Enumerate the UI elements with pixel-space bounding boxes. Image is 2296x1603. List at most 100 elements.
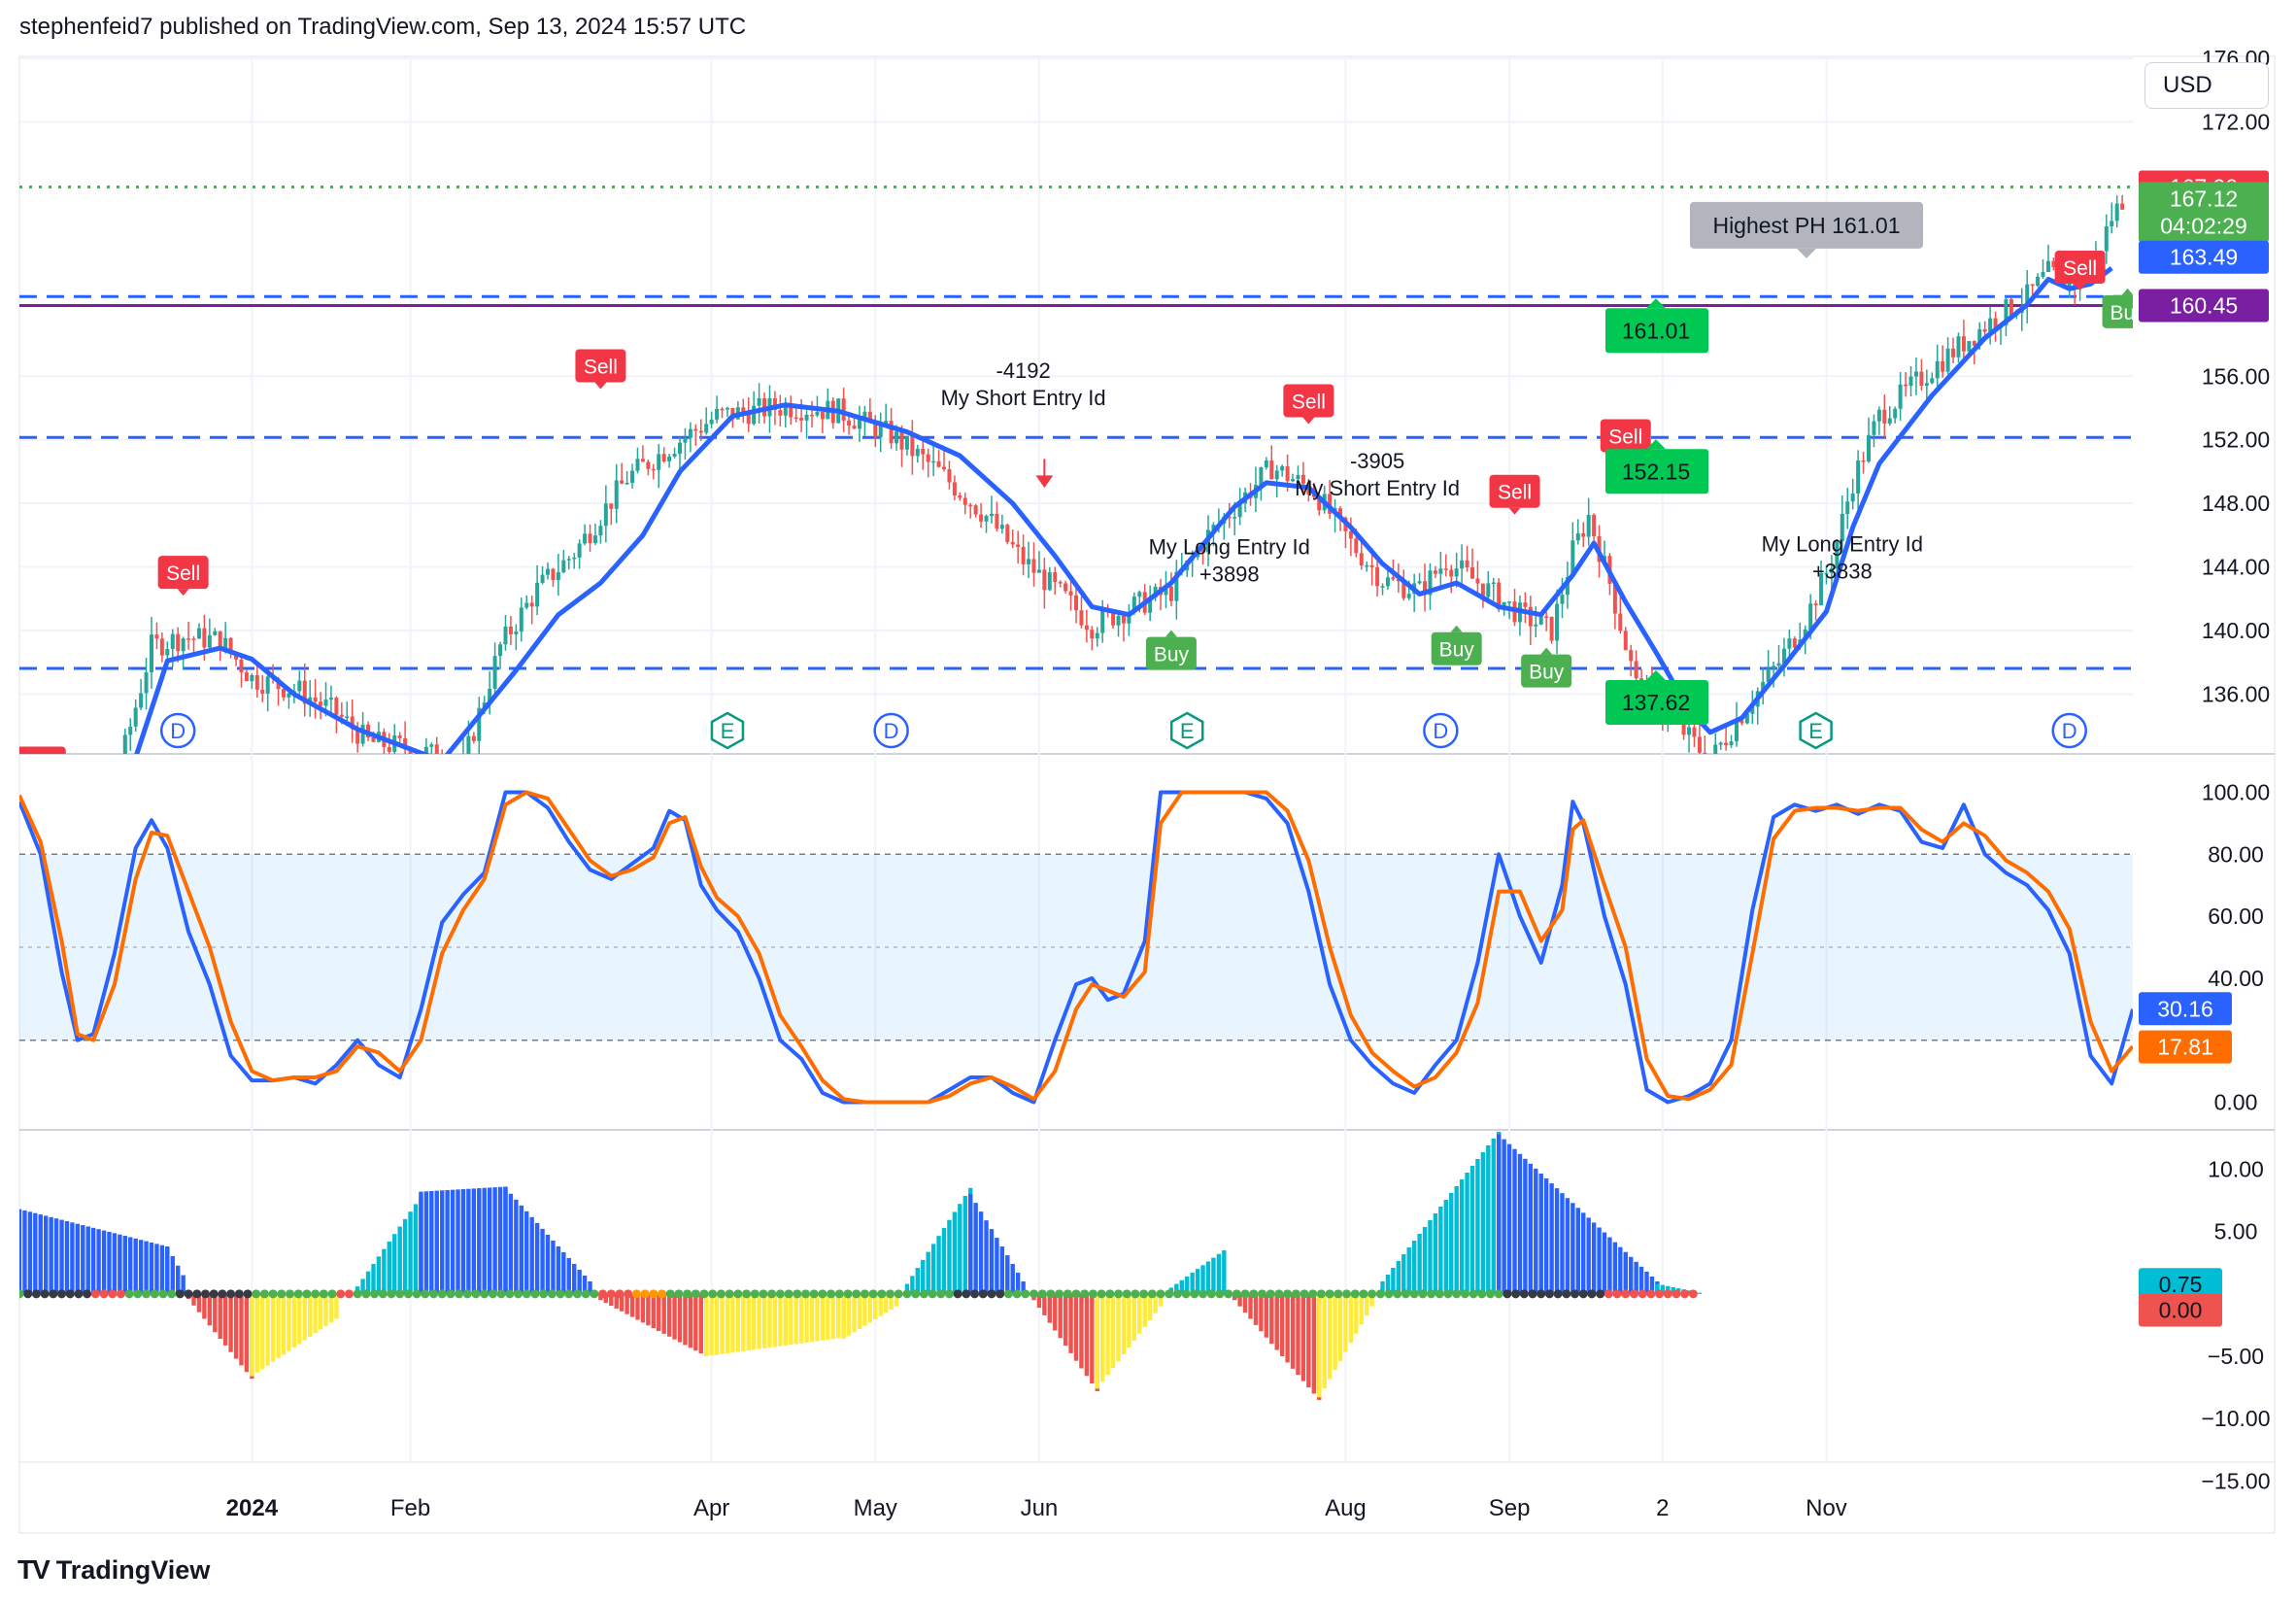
momentum-bar bbox=[207, 1293, 213, 1326]
momentum-bar bbox=[514, 1199, 519, 1294]
momentum-bar bbox=[1671, 1286, 1675, 1294]
momentum-bar bbox=[1560, 1193, 1565, 1294]
candle-body bbox=[1174, 571, 1179, 601]
candle-body bbox=[355, 729, 360, 744]
candle-body bbox=[2025, 284, 2030, 306]
candle-body bbox=[1528, 606, 1533, 627]
candle-body bbox=[1064, 583, 1068, 592]
momentum-bar bbox=[313, 1293, 318, 1334]
squeeze-dot bbox=[953, 1289, 962, 1299]
candle-body bbox=[2067, 282, 2072, 289]
candle-body bbox=[1908, 376, 1913, 387]
momentum-bar bbox=[1602, 1232, 1607, 1294]
candle-body bbox=[1497, 582, 1502, 610]
candle-body bbox=[403, 737, 408, 750]
candle-body bbox=[44, 815, 48, 825]
squeeze-dot bbox=[1003, 1289, 1013, 1299]
squeeze-dot bbox=[40, 1289, 50, 1299]
y-axis-tick-label: 5.00 bbox=[2214, 1219, 2258, 1245]
momentum-bar bbox=[1655, 1283, 1660, 1294]
candle-body bbox=[789, 404, 793, 418]
candle-body bbox=[1893, 408, 1898, 419]
candle-body bbox=[434, 744, 439, 754]
moving-average-line bbox=[134, 266, 2113, 754]
momentum-bar bbox=[551, 1240, 556, 1294]
currency-selector[interactable]: USD bbox=[2144, 62, 2269, 109]
signal-badge bbox=[1489, 474, 1540, 508]
momentum-pane bbox=[19, 1132, 1703, 1400]
momentum-bar bbox=[577, 1269, 582, 1294]
x-axis-tick-label: May bbox=[854, 1495, 897, 1521]
momentum-bar bbox=[1063, 1293, 1068, 1347]
candle-body bbox=[799, 418, 804, 421]
momentum-bar bbox=[213, 1293, 218, 1333]
momentum-bar bbox=[566, 1257, 571, 1294]
dividend-marker-icon bbox=[1423, 712, 1459, 749]
tradingview-logo[interactable]: TV TradingView bbox=[17, 1554, 210, 1586]
signal-pointer bbox=[177, 589, 189, 597]
squeeze-dot bbox=[1435, 1289, 1444, 1299]
candle-body bbox=[1111, 611, 1116, 626]
momentum-bar bbox=[128, 1237, 133, 1294]
signal-badge bbox=[1431, 631, 1482, 665]
candle-body bbox=[1259, 467, 1264, 486]
candle-body bbox=[1021, 546, 1026, 564]
candle-body bbox=[202, 628, 207, 648]
y-axis-tick-label: 136.00 bbox=[2202, 682, 2270, 707]
candle-body bbox=[583, 533, 588, 544]
candle-body bbox=[446, 767, 450, 771]
momentum-bar bbox=[382, 1248, 387, 1294]
squeeze-dot bbox=[428, 1289, 438, 1299]
candle-body bbox=[1977, 328, 1982, 346]
candle-body bbox=[1391, 577, 1396, 580]
candle-body bbox=[999, 525, 1004, 529]
momentum-bar bbox=[413, 1204, 419, 1294]
candle-body bbox=[915, 448, 920, 457]
signal-text: Sell bbox=[1292, 391, 1326, 413]
candle-body bbox=[302, 680, 307, 704]
candle-body bbox=[973, 505, 978, 515]
axis-value-label-text: 17.81 bbox=[2157, 1035, 2213, 1060]
candle-body bbox=[1375, 566, 1380, 587]
momentum-bar bbox=[809, 1293, 815, 1343]
level-label-text: 137.62 bbox=[1622, 690, 1690, 715]
candle-body bbox=[223, 637, 228, 651]
momentum-bar bbox=[19, 1209, 22, 1294]
candle-body bbox=[1053, 571, 1058, 583]
candle-body bbox=[414, 756, 418, 759]
candle-body bbox=[345, 716, 350, 718]
momentum-bar bbox=[482, 1187, 487, 1294]
momentum-bar bbox=[1422, 1227, 1428, 1294]
squeeze-dot bbox=[624, 1289, 633, 1299]
candle-body bbox=[1074, 595, 1078, 611]
candle-body bbox=[154, 634, 159, 639]
squeeze-dot bbox=[1544, 1289, 1554, 1299]
momentum-bar bbox=[995, 1238, 999, 1294]
short-entry-arrow-icon bbox=[1035, 459, 1054, 489]
candle-body bbox=[122, 734, 127, 754]
candle-body bbox=[979, 514, 984, 522]
squeeze-dot bbox=[353, 1289, 362, 1299]
momentum-bar bbox=[646, 1293, 651, 1326]
momentum-bar bbox=[529, 1216, 534, 1294]
momentum-bar bbox=[545, 1234, 551, 1294]
squeeze-dot bbox=[1283, 1289, 1293, 1299]
squeeze-dot bbox=[31, 1289, 41, 1299]
momentum-bar bbox=[1127, 1293, 1131, 1348]
momentum-bar bbox=[1300, 1293, 1306, 1381]
momentum-bar bbox=[1454, 1186, 1459, 1294]
momentum-bar bbox=[1211, 1257, 1216, 1294]
candle-body bbox=[657, 454, 661, 470]
squeeze-dot bbox=[192, 1289, 202, 1299]
momentum-bar bbox=[260, 1293, 265, 1370]
publish-info: stephenfeid7 published on TradingView.co… bbox=[19, 14, 747, 40]
momentum-bar bbox=[958, 1204, 962, 1294]
momentum-bar bbox=[477, 1188, 482, 1294]
momentum-bar bbox=[96, 1229, 101, 1294]
momentum-bar bbox=[1512, 1148, 1517, 1294]
momentum-bar bbox=[49, 1216, 53, 1294]
candle-body bbox=[820, 412, 825, 420]
squeeze-dot bbox=[116, 1289, 125, 1299]
squeeze-dot bbox=[150, 1289, 159, 1299]
